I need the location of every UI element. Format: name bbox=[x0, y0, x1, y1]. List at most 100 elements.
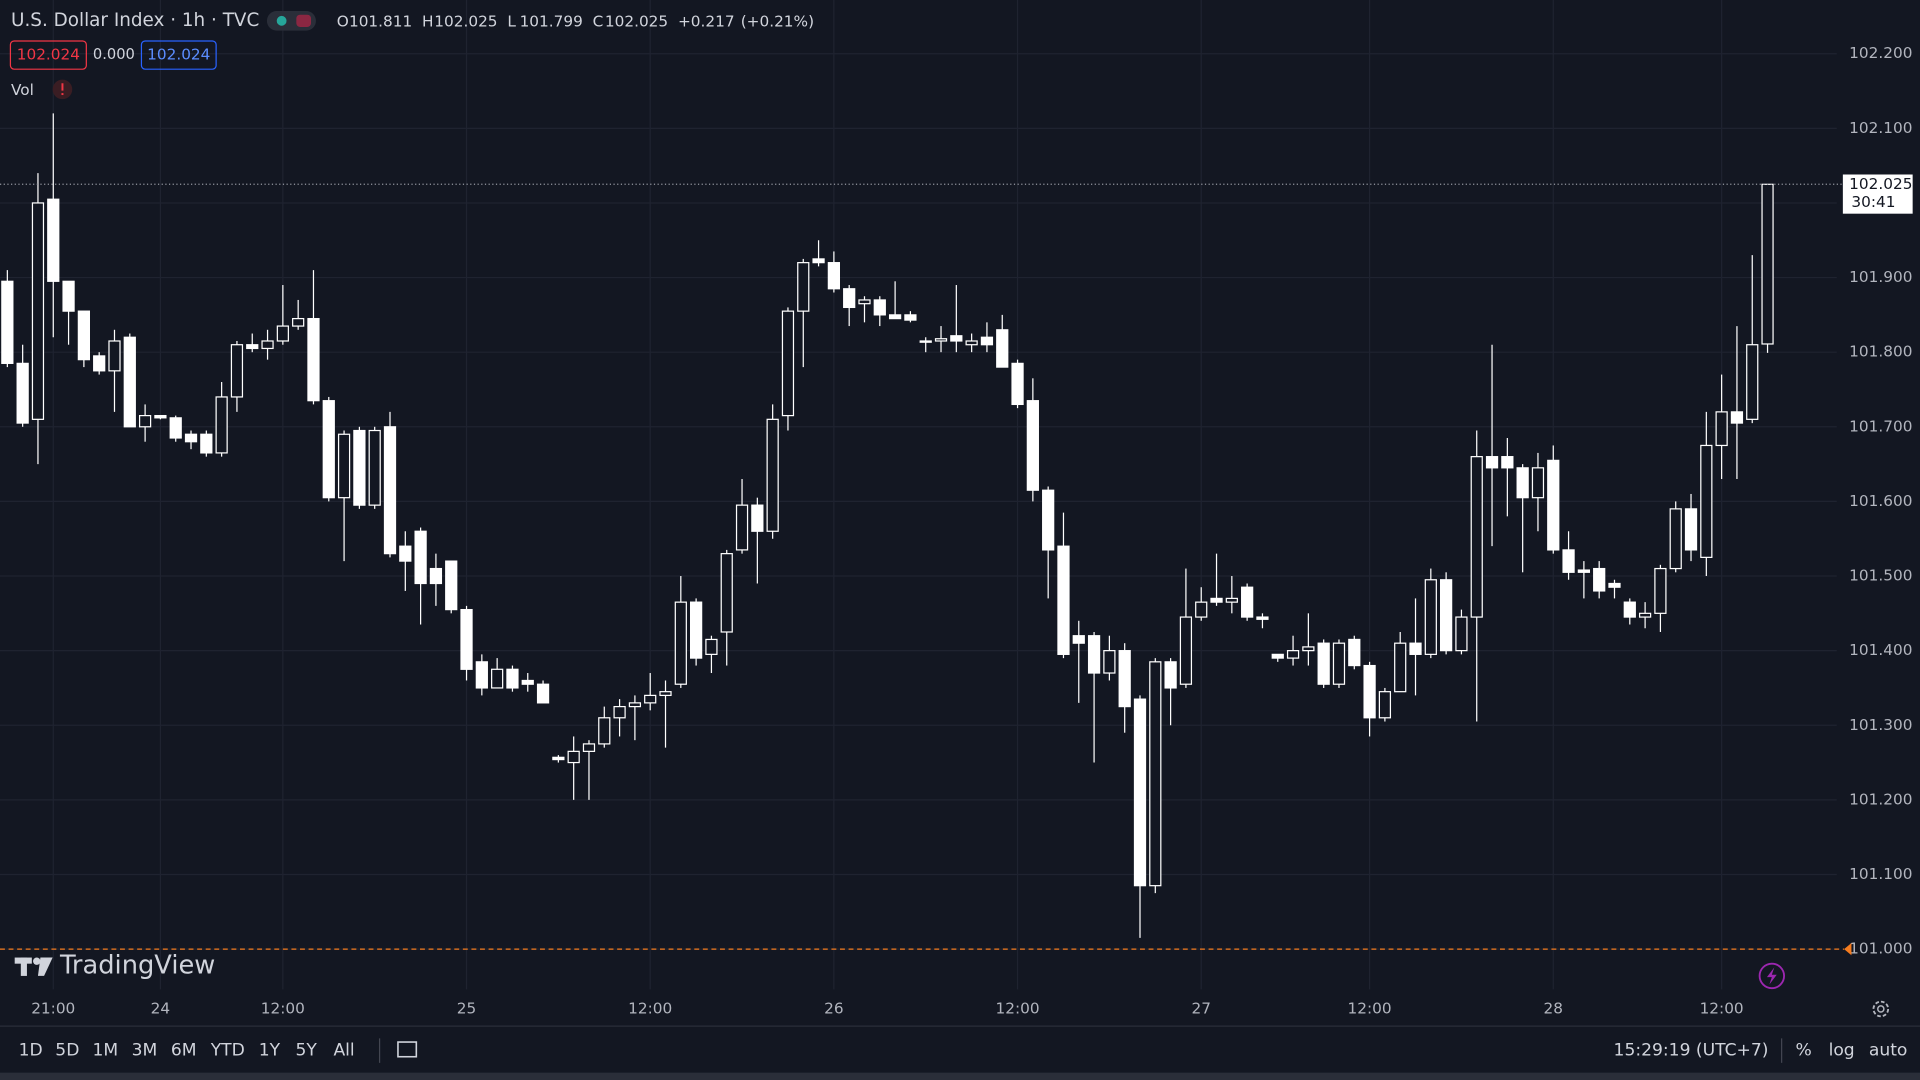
candle-body bbox=[1378, 691, 1392, 719]
range-button[interactable]: 1D bbox=[19, 1041, 43, 1061]
candle-body bbox=[261, 340, 274, 350]
bid: 102.024 bbox=[17, 46, 80, 64]
candle-body bbox=[1608, 582, 1621, 588]
range-button[interactable]: 5Y bbox=[295, 1041, 317, 1061]
candle-body bbox=[1042, 489, 1055, 551]
candle-body bbox=[108, 340, 121, 372]
candle-body bbox=[888, 314, 902, 320]
range-button[interactable]: 6M bbox=[171, 1041, 197, 1061]
settings-icon[interactable] bbox=[1872, 1000, 1890, 1018]
x-tick-label: 25 bbox=[457, 999, 476, 1017]
candle-body bbox=[797, 262, 810, 312]
ohlc-value: 102.025 bbox=[434, 13, 497, 31]
candle-body bbox=[276, 325, 289, 342]
date-range-icon[interactable] bbox=[397, 1041, 418, 1058]
y-tick-label: 101.400 bbox=[1849, 641, 1912, 659]
scale-option[interactable]: auto bbox=[1869, 1041, 1908, 1061]
candle-body bbox=[62, 280, 75, 312]
range-button[interactable]: All bbox=[333, 1041, 354, 1061]
y-tick-label: 102.200 bbox=[1849, 44, 1912, 62]
scale-option[interactable]: log bbox=[1829, 1041, 1855, 1061]
x-tick-label: 12:00 bbox=[628, 999, 672, 1017]
toggle-dot bbox=[296, 14, 312, 27]
range-button[interactable]: 1M bbox=[92, 1041, 118, 1061]
candle-body bbox=[1531, 467, 1545, 499]
candle-body bbox=[506, 668, 519, 689]
candle-body bbox=[628, 702, 642, 708]
candle-body bbox=[950, 335, 963, 342]
candle-body bbox=[705, 638, 718, 655]
indicator-label[interactable]: Vol bbox=[11, 81, 34, 99]
y-tick-label: 101.900 bbox=[1849, 268, 1912, 286]
y-tick-label: 101.000 bbox=[1849, 940, 1912, 958]
candle-body bbox=[307, 317, 320, 402]
candle-body bbox=[674, 601, 687, 685]
x-tick-label: 12:00 bbox=[1700, 999, 1744, 1017]
x-tick-label: 12:00 bbox=[261, 999, 305, 1017]
candle-body bbox=[414, 530, 427, 585]
candle-body bbox=[1730, 411, 1744, 424]
candle-body bbox=[1394, 642, 1407, 693]
candle-body bbox=[31, 202, 45, 420]
candle-body bbox=[1011, 362, 1024, 406]
ohlc-key: C bbox=[593, 13, 604, 31]
ask: 102.024 bbox=[147, 46, 210, 64]
candle-body bbox=[1547, 459, 1560, 551]
range-button[interactable]: 5D bbox=[55, 1041, 79, 1061]
candle-body bbox=[1409, 642, 1422, 655]
range-button[interactable]: 3M bbox=[132, 1041, 158, 1061]
candle-body bbox=[690, 601, 703, 659]
candle-body bbox=[445, 560, 458, 611]
y-tick-label: 101.200 bbox=[1849, 790, 1912, 808]
candle-body bbox=[996, 329, 1009, 368]
y-tick-label: 101.800 bbox=[1849, 343, 1912, 361]
candle-body bbox=[399, 545, 412, 562]
candle-body bbox=[93, 355, 106, 372]
candle-body bbox=[1271, 653, 1284, 659]
range-button[interactable]: YTD bbox=[210, 1041, 245, 1061]
candle-body bbox=[1164, 661, 1177, 689]
candle-body bbox=[460, 608, 473, 670]
candle-body bbox=[598, 717, 611, 745]
candle-body bbox=[215, 396, 228, 454]
candle-body bbox=[858, 299, 871, 305]
candle-body bbox=[1195, 601, 1208, 618]
x-tick-label: 24 bbox=[151, 999, 170, 1017]
candle-body bbox=[491, 668, 504, 689]
logo: TradingView bbox=[59, 951, 215, 981]
candle-body bbox=[1562, 549, 1575, 573]
symbol-title[interactable]: U.S. Dollar Index · 1h · TVC bbox=[11, 10, 259, 31]
clock[interactable]: 15:29:19 (UTC+7) bbox=[1614, 1041, 1769, 1061]
candle-body bbox=[246, 344, 259, 350]
candle-body bbox=[1485, 456, 1499, 469]
bid-badge bbox=[9, 40, 87, 70]
candle-body bbox=[47, 198, 60, 282]
lightning-glyph bbox=[1766, 967, 1777, 985]
candle-body bbox=[353, 429, 366, 506]
scale-option[interactable]: % bbox=[1796, 1041, 1812, 1061]
candle-body bbox=[812, 258, 825, 264]
candle-body bbox=[1440, 579, 1453, 652]
candle-body bbox=[1256, 616, 1269, 620]
ohlc-key: L bbox=[507, 13, 516, 31]
candle-body bbox=[1577, 569, 1590, 573]
candle-body bbox=[1516, 467, 1529, 499]
ohlc-value: 102.025 bbox=[605, 13, 668, 31]
candle-body bbox=[1363, 664, 1376, 719]
candle-body bbox=[1118, 650, 1131, 708]
candle-body bbox=[1470, 456, 1483, 618]
toolbar: 1D 5D 1M 3M 6M YTD 1Y 5Y All% log auto bbox=[19, 1041, 1908, 1061]
candle-body bbox=[1072, 635, 1085, 644]
warning-glyph bbox=[61, 93, 64, 96]
candle-body bbox=[1669, 508, 1682, 570]
ohlc-value: 101.811 bbox=[349, 13, 412, 31]
candle-body bbox=[1087, 635, 1101, 674]
range-button[interactable]: 1Y bbox=[259, 1041, 281, 1061]
candle-body bbox=[169, 417, 182, 439]
candles bbox=[1, 113, 1774, 938]
candle-body bbox=[1103, 650, 1116, 674]
logo-icon bbox=[14, 957, 53, 976]
lightning-icon[interactable] bbox=[1758, 962, 1785, 990]
candle-body bbox=[200, 433, 213, 454]
